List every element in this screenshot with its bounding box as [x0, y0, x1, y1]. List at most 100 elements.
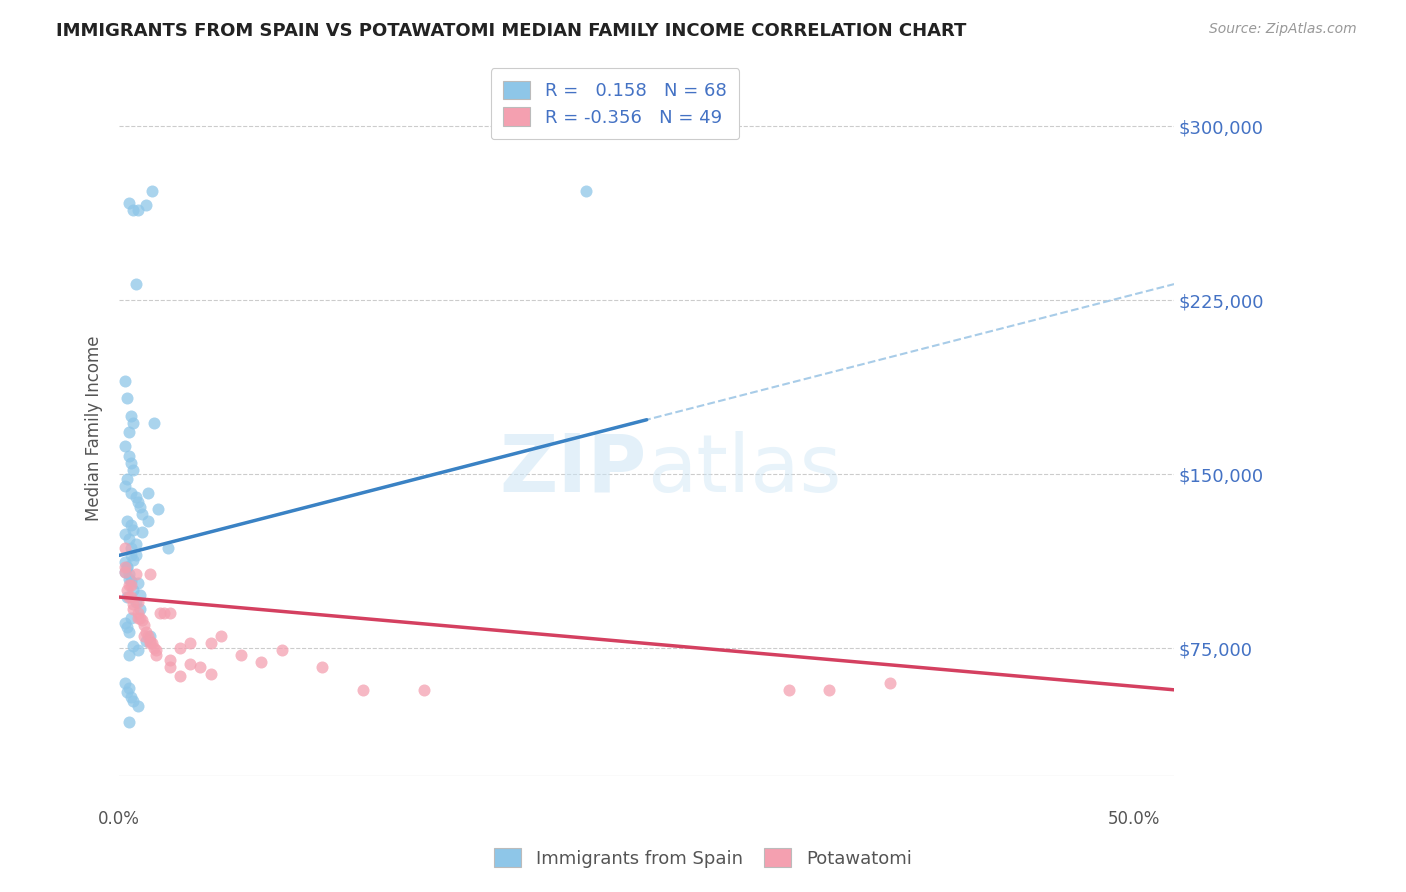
Point	[114, 439, 136, 453]
Point	[136, 514, 159, 528]
Point	[159, 653, 181, 667]
Point	[127, 495, 149, 509]
Legend: Immigrants from Spain, Potawatomi: Immigrants from Spain, Potawatomi	[484, 838, 922, 879]
Point	[169, 669, 191, 683]
Point	[132, 630, 155, 644]
Point	[122, 553, 145, 567]
Point	[114, 615, 136, 630]
Point	[120, 574, 142, 588]
Point	[132, 618, 155, 632]
Point	[122, 523, 145, 537]
Point	[118, 449, 141, 463]
Point	[818, 682, 841, 697]
Point	[118, 648, 141, 662]
Point	[122, 202, 145, 217]
Point	[117, 514, 139, 528]
Point	[124, 566, 146, 581]
Point	[135, 624, 157, 639]
Point	[120, 518, 142, 533]
Point	[127, 202, 149, 217]
Point	[122, 639, 145, 653]
Point	[200, 636, 222, 650]
Point	[136, 485, 159, 500]
Point	[120, 549, 142, 563]
Point	[778, 682, 800, 697]
Point	[135, 198, 157, 212]
Point	[127, 595, 149, 609]
Point	[138, 634, 160, 648]
Point	[156, 541, 179, 556]
Point	[122, 416, 145, 430]
Point	[118, 532, 141, 546]
Point	[879, 676, 901, 690]
Point	[229, 648, 252, 662]
Point	[114, 565, 136, 579]
Point	[114, 565, 136, 579]
Point	[114, 676, 136, 690]
Point	[122, 601, 145, 615]
Point	[209, 630, 232, 644]
Point	[128, 601, 150, 615]
Point	[127, 611, 149, 625]
Point	[128, 500, 150, 514]
Point	[120, 690, 142, 704]
Point	[120, 590, 142, 604]
Point	[145, 643, 167, 657]
Point	[122, 583, 145, 598]
Point	[114, 541, 136, 556]
Text: 50.0%: 50.0%	[1108, 810, 1160, 829]
Point	[135, 634, 157, 648]
Point	[127, 643, 149, 657]
Point	[117, 685, 139, 699]
Point	[120, 578, 142, 592]
Point	[114, 560, 136, 574]
Point	[136, 630, 159, 644]
Point	[412, 682, 434, 697]
Point	[118, 681, 141, 695]
Point	[138, 636, 160, 650]
Point	[118, 715, 141, 730]
Point	[127, 576, 149, 591]
Point	[311, 659, 333, 673]
Point	[128, 611, 150, 625]
Point	[141, 185, 163, 199]
Point	[117, 391, 139, 405]
Point	[250, 655, 273, 669]
Point	[146, 502, 169, 516]
Point	[190, 659, 212, 673]
Point	[145, 648, 167, 662]
Point	[127, 699, 149, 714]
Legend: R =   0.158   N = 68, R = -0.356   N = 49: R = 0.158 N = 68, R = -0.356 N = 49	[491, 69, 740, 139]
Point	[179, 657, 201, 672]
Point	[138, 566, 160, 581]
Point	[575, 185, 598, 199]
Point	[120, 456, 142, 470]
Point	[131, 613, 153, 627]
Point	[114, 479, 136, 493]
Point	[124, 277, 146, 292]
Point	[124, 537, 146, 551]
Point	[142, 416, 165, 430]
Text: 0.0%: 0.0%	[98, 810, 141, 829]
Point	[142, 641, 165, 656]
Point	[118, 578, 141, 592]
Point	[117, 472, 139, 486]
Point	[122, 597, 145, 611]
Point	[131, 507, 153, 521]
Point	[117, 560, 139, 574]
Text: IMMIGRANTS FROM SPAIN VS POTAWATOMI MEDIAN FAMILY INCOME CORRELATION CHART: IMMIGRANTS FROM SPAIN VS POTAWATOMI MEDI…	[56, 22, 966, 40]
Point	[118, 572, 141, 586]
Point	[169, 641, 191, 656]
Point	[127, 607, 149, 621]
Point	[124, 549, 146, 563]
Point	[114, 375, 136, 389]
Point	[120, 541, 142, 556]
Point	[118, 624, 141, 639]
Point	[122, 694, 145, 708]
Text: atlas: atlas	[647, 431, 841, 508]
Point	[117, 590, 139, 604]
Point	[117, 560, 139, 574]
Point	[114, 527, 136, 541]
Point	[118, 425, 141, 440]
Point	[200, 666, 222, 681]
